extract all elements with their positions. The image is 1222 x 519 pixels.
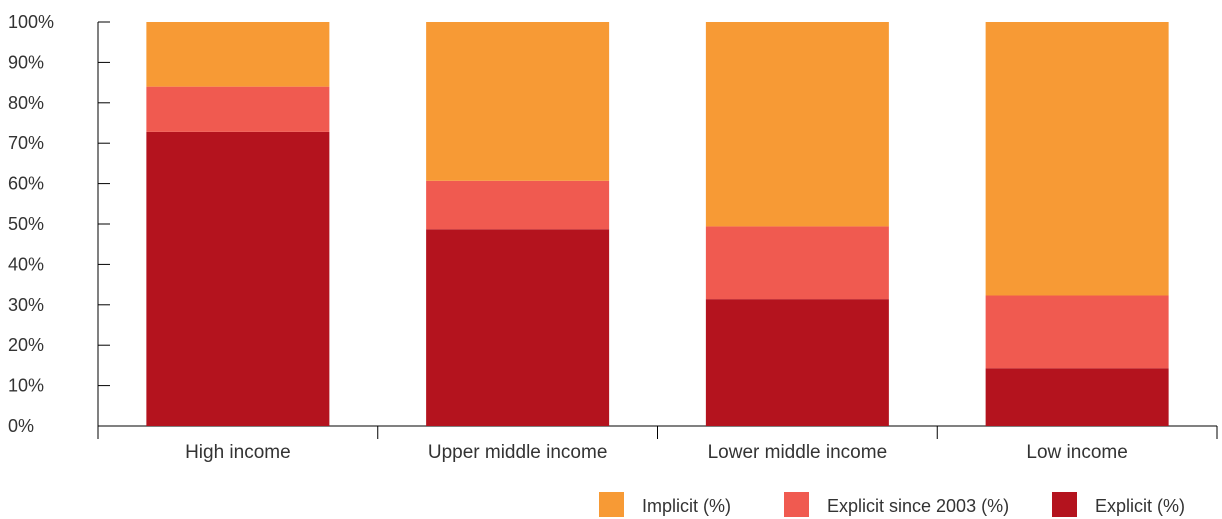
bar-explicit-upper-middle-income [426,229,610,426]
legend-item-explicit-since-2003: Explicit since 2003 (%) [784,492,1009,517]
bar-explicit-since-2003-low-income [985,295,1169,369]
legend-swatch [599,492,624,517]
y-tick-label: 10% [8,376,44,396]
y-tick-label: 80% [8,93,44,113]
bar-implicit-low-income [985,22,1169,296]
y-tick-label: 40% [8,254,44,274]
legend-label: Explicit since 2003 (%) [827,496,1009,516]
x-tick-label: Lower middle income [708,442,888,463]
bar-explicit-high-income [146,131,330,426]
y-axis: 0% 10% 20% 30% 40% 50% 60% 70% 80% 90% 100% [8,12,110,436]
bar-implicit-upper-middle-income [426,22,610,181]
bar-implicit-high-income [146,22,330,87]
y-tick-label: 100% [8,12,54,32]
x-axis: High income Upper middle income Lower midd… [97,425,1218,463]
legend-swatch [784,492,809,517]
legend-label: Implicit (%) [642,496,731,516]
y-tick-label: 90% [8,52,44,72]
y-tick-label: 50% [8,214,44,234]
y-tick-label: 30% [8,295,44,315]
legend-swatch [1052,492,1077,517]
x-tick-label: High income [185,442,291,463]
bar-explicit-since-2003-upper-middle-income [426,180,610,230]
x-tick-label: Low income [1026,442,1127,463]
y-tick-label: 0% [8,416,34,436]
y-tick-label: 70% [8,133,44,153]
bar-implicit-lower-middle-income [705,22,889,227]
bar-explicit-since-2003-high-income [146,86,330,132]
y-tick-label: 60% [8,174,44,194]
bar-explicit-since-2003-lower-middle-income [705,226,889,300]
y-tick-label: 20% [8,335,44,355]
x-tick-label: Upper middle income [428,442,608,463]
legend-item-explicit: Explicit (%) [1052,492,1185,517]
legend-item-implicit: Implicit (%) [599,492,731,517]
bar-explicit-lower-middle-income [705,299,889,426]
bar-explicit-low-income [985,368,1169,426]
legend: Implicit (%) Explicit since 2003 (%) Expli… [599,492,1185,517]
bars [146,22,1169,426]
legend-label: Explicit (%) [1095,496,1185,516]
